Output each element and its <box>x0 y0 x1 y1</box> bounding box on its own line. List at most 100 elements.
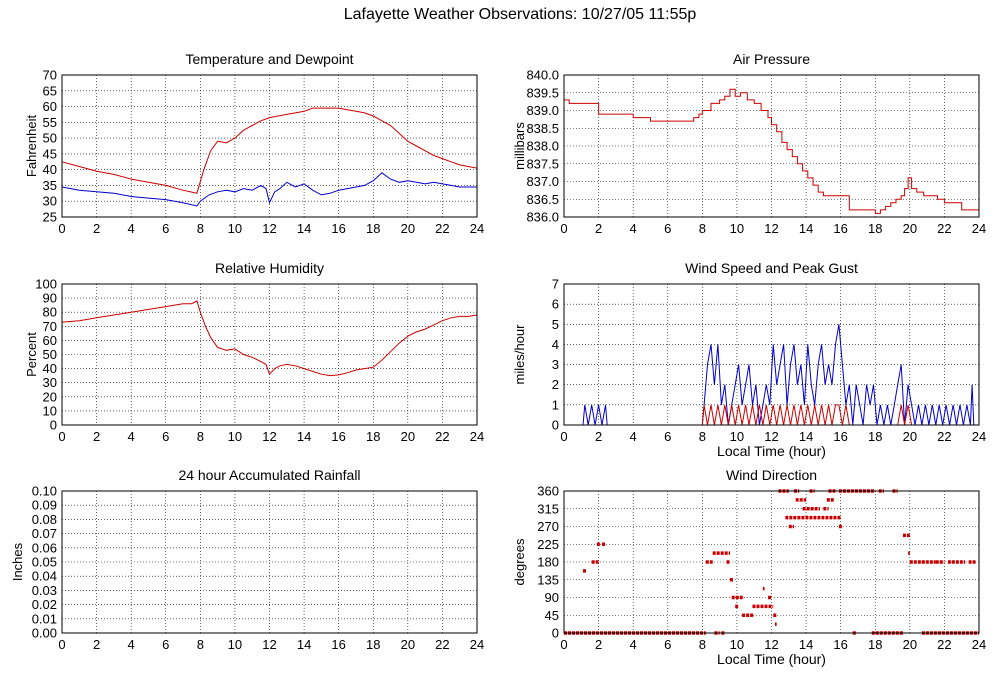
y-tick-label: 837.5 <box>526 156 559 171</box>
y-tick-label: 360 <box>537 484 559 499</box>
y-tick-label: 40 <box>43 162 57 177</box>
x-tick-label: 0 <box>58 637 65 652</box>
x-tick-label: 8 <box>699 637 706 652</box>
y-tick-label: 1 <box>552 397 559 412</box>
series-line-0 <box>61 300 478 377</box>
x-tick-label: 8 <box>197 221 204 236</box>
chart-rainfall: 0 2 4 6 8 10 12 14 16 18 20 22 240.000.010.020.030.0… <box>10 467 484 652</box>
x-tick-label: 24 <box>470 429 484 444</box>
y-tick-label: 35 <box>43 178 57 193</box>
x-tick-label: 6 <box>664 221 671 236</box>
x-tick-label: 20 <box>401 429 415 444</box>
x-tick-label: 12 <box>262 429 276 444</box>
y-tick-label: 0.07 <box>32 526 57 541</box>
x-tick-label: 12 <box>764 221 778 236</box>
x-tick-label: 8 <box>197 637 204 652</box>
y-axis-label: Fahrenheit <box>24 115 39 178</box>
x-tick-label: 14 <box>799 429 813 444</box>
x-tick-label: 2 <box>93 429 100 444</box>
x-tick-label: 20 <box>903 637 917 652</box>
y-tick-label: 840.0 <box>526 68 559 83</box>
x-tick-label: 12 <box>262 221 276 236</box>
y-tick-label: 0.06 <box>32 540 57 555</box>
x-axis-label: Local Time (hour) <box>717 651 826 667</box>
y-tick-label: 0.05 <box>32 555 57 570</box>
plot-frame <box>61 283 478 426</box>
y-tick-label: 3 <box>552 357 559 372</box>
x-tick-label: 12 <box>764 637 778 652</box>
y-tick-label: 6 <box>552 297 559 312</box>
y-tick-label: 225 <box>537 537 559 552</box>
x-tick-label: 6 <box>664 637 671 652</box>
y-tick-label: 25 <box>43 210 57 225</box>
x-tick-label: 14 <box>297 429 311 444</box>
y-tick-label: 0.10 <box>32 484 57 499</box>
x-tick-label: 8 <box>699 429 706 444</box>
y-axis-label: millibars <box>512 122 527 170</box>
y-axis-label: miles/hour <box>512 324 527 385</box>
x-tick-label: 12 <box>262 637 276 652</box>
series-line-0 <box>61 107 478 194</box>
plot-frame <box>563 74 980 218</box>
y-tick-label: 55 <box>43 115 57 130</box>
y-tick-label: 65 <box>43 83 57 98</box>
y-tick-label: 70 <box>43 319 57 334</box>
x-tick-label: 10 <box>228 637 242 652</box>
x-tick-label: 14 <box>799 221 813 236</box>
x-tick-label: 6 <box>664 429 671 444</box>
y-tick-label: 0.08 <box>32 512 57 527</box>
y-tick-label: 0.09 <box>32 498 57 513</box>
x-tick-label: 12 <box>764 429 778 444</box>
x-tick-label: 8 <box>699 221 706 236</box>
x-tick-label: 2 <box>93 637 100 652</box>
y-tick-label: 90 <box>43 291 57 306</box>
x-tick-label: 10 <box>228 221 242 236</box>
x-tick-label: 2 <box>595 221 602 236</box>
x-tick-label: 24 <box>972 429 986 444</box>
y-tick-label: 839.5 <box>526 85 559 100</box>
x-tick-label: 4 <box>630 221 637 236</box>
y-tick-label: 100 <box>35 277 57 292</box>
chart-title: Temperature and Dewpoint <box>185 51 353 67</box>
plot-frame <box>563 490 980 634</box>
y-tick-label: 0 <box>552 418 559 433</box>
series-line-0 <box>564 324 979 426</box>
x-tick-label: 0 <box>58 429 65 444</box>
x-tick-label: 0 <box>58 221 65 236</box>
y-tick-label: 70 <box>43 68 57 83</box>
page-title: Lafayette Weather Observations: 10/27/05… <box>343 6 697 23</box>
chart-title: Wind Speed and Peak Gust <box>685 260 858 276</box>
x-tick-label: 18 <box>366 637 380 652</box>
y-tick-label: 0.00 <box>32 626 57 641</box>
x-tick-label: 24 <box>972 221 986 236</box>
x-tick-label: 24 <box>470 637 484 652</box>
y-tick-label: 30 <box>43 375 57 390</box>
y-tick-label: 836.5 <box>526 192 559 207</box>
x-tick-label: 14 <box>297 637 311 652</box>
x-tick-label: 18 <box>366 429 380 444</box>
y-axis-label: Percent <box>24 332 39 377</box>
y-tick-label: 50 <box>43 131 57 146</box>
x-tick-label: 22 <box>435 429 449 444</box>
y-tick-label: 836.0 <box>526 210 559 225</box>
x-tick-label: 18 <box>868 221 882 236</box>
x-tick-label: 22 <box>435 221 449 236</box>
x-tick-label: 20 <box>903 429 917 444</box>
x-tick-label: 22 <box>937 637 951 652</box>
y-tick-label: 2 <box>552 377 559 392</box>
x-tick-label: 2 <box>595 429 602 444</box>
x-tick-label: 0 <box>560 429 567 444</box>
y-tick-label: 0.03 <box>32 583 57 598</box>
y-tick-label: 20 <box>43 389 57 404</box>
x-tick-label: 20 <box>401 221 415 236</box>
x-tick-label: 16 <box>833 637 847 652</box>
y-tick-label: 180 <box>537 555 559 570</box>
x-tick-label: 10 <box>730 221 744 236</box>
y-tick-label: 80 <box>43 305 57 320</box>
x-tick-label: 6 <box>162 637 169 652</box>
y-tick-label: 7 <box>552 277 559 292</box>
x-tick-label: 10 <box>228 429 242 444</box>
x-tick-label: 14 <box>799 637 813 652</box>
